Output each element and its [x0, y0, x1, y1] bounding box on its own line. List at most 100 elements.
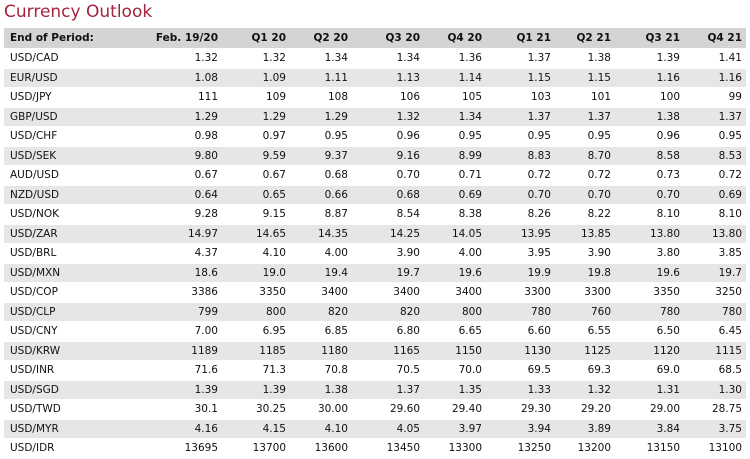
forecast-cell: 1.16 — [615, 68, 684, 88]
forecast-cell: 13700 — [222, 438, 290, 459]
forecast-cell: 1.39 — [150, 380, 222, 400]
forecast-cell: 0.95 — [684, 126, 746, 147]
forecast-cell: 0.64 — [150, 185, 222, 205]
forecast-cell: 109 — [222, 87, 290, 108]
forecast-cell: 13150 — [615, 438, 684, 459]
forecast-cell: 70.5 — [352, 360, 424, 381]
forecast-cell: 6.55 — [555, 321, 615, 342]
forecast-cell: 1.32 — [222, 48, 290, 69]
forecast-cell: 780 — [615, 302, 684, 322]
currency-pair: USD/JPY — [4, 87, 150, 108]
forecast-cell: 8.70 — [555, 146, 615, 166]
forecast-cell: 0.70 — [486, 185, 555, 205]
forecast-cell: 1130 — [486, 341, 555, 361]
forecast-cell: 13100 — [684, 438, 746, 459]
table-row: USD/KRW 1189 1185 1180 1165 1150 1130 1125 1120 1… — [4, 341, 746, 361]
forecast-cell: 780 — [684, 302, 746, 322]
forecast-cell: 3.90 — [352, 243, 424, 264]
currency-pair: USD/CHF — [4, 126, 150, 147]
forecast-cell: 71.6 — [150, 360, 222, 381]
forecast-cell: 69.0 — [615, 360, 684, 381]
forecast-cell: 3.84 — [615, 419, 684, 439]
forecast-cell: 30.1 — [150, 399, 222, 420]
forecast-cell: 1185 — [222, 341, 290, 361]
table-row: USD/MXN 18.6 19.0 19.4 19.7 19.6 19.9 19.8 19.6 1… — [4, 263, 746, 283]
currency-table: End of Period: Feb. 19/20 Q1 20 Q2 20 Q3 20 Q… — [4, 28, 746, 459]
forecast-cell: 6.45 — [684, 321, 746, 342]
forecast-cell: 28.75 — [684, 399, 746, 420]
forecast-cell: 4.00 — [290, 243, 352, 264]
forecast-cell: 0.70 — [615, 185, 684, 205]
table-row: USD/SGD 1.39 1.39 1.38 1.37 1.35 1.33 1.32 1.31 1… — [4, 380, 746, 400]
forecast-cell: 0.72 — [684, 165, 746, 186]
forecast-cell: 1.13 — [352, 68, 424, 88]
forecast-cell: 3300 — [555, 282, 615, 303]
forecast-cell: 9.15 — [222, 204, 290, 225]
currency-pair: USD/CAD — [4, 48, 150, 69]
forecast-cell: 1.31 — [615, 380, 684, 400]
forecast-cell: 3.97 — [424, 419, 486, 439]
forecast-cell: 0.73 — [615, 165, 684, 186]
currency-pair: AUD/USD — [4, 165, 150, 186]
forecast-cell: 30.25 — [222, 399, 290, 420]
table-row: USD/CLP 799 800 820 820 800 780 760 780 780 — [4, 302, 746, 322]
forecast-cell: 19.4 — [290, 263, 352, 283]
column-header: Q3 21 — [615, 28, 684, 49]
forecast-cell: 8.22 — [555, 204, 615, 225]
column-header: End of Period: — [4, 28, 150, 49]
table-body: USD/CAD 1.32 1.32 1.34 1.34 1.36 1.37 1.38 1.39 1… — [4, 48, 746, 459]
forecast-cell: 3400 — [352, 282, 424, 303]
currency-pair: USD/IDR — [4, 438, 150, 459]
forecast-cell: 14.35 — [290, 224, 352, 244]
forecast-cell: 0.69 — [684, 185, 746, 205]
table-row: USD/JPY 111 109 108 106 105 103 101 100 99 — [4, 87, 746, 108]
currency-pair: USD/KRW — [4, 341, 150, 361]
forecast-cell: 1.34 — [290, 48, 352, 69]
forecast-cell: 19.0 — [222, 263, 290, 283]
column-header: Q1 20 — [222, 28, 290, 49]
forecast-cell: 3.90 — [555, 243, 615, 264]
forecast-cell: 8.10 — [615, 204, 684, 225]
forecast-cell: 4.16 — [150, 419, 222, 439]
forecast-cell: 13600 — [290, 438, 352, 459]
forecast-cell: 1.16 — [684, 68, 746, 88]
forecast-cell: 3.80 — [615, 243, 684, 264]
forecast-cell: 820 — [290, 302, 352, 322]
forecast-cell: 3400 — [424, 282, 486, 303]
forecast-cell: 0.65 — [222, 185, 290, 205]
forecast-cell: 1165 — [352, 341, 424, 361]
forecast-cell: 1.34 — [424, 107, 486, 127]
forecast-cell: 30.00 — [290, 399, 352, 420]
table-header: End of Period: Feb. 19/20 Q1 20 Q2 20 Q3 20 Q… — [4, 28, 746, 49]
table-row: NZD/USD 0.64 0.65 0.66 0.68 0.69 0.70 0.70 0.70 0… — [4, 185, 746, 205]
forecast-cell: 9.28 — [150, 204, 222, 225]
forecast-cell: 13250 — [486, 438, 555, 459]
title: Currency Outlook — [4, 2, 153, 22]
table-row: USD/CAD 1.32 1.32 1.34 1.34 1.36 1.37 1.38 1.39 1… — [4, 48, 746, 69]
forecast-cell: 4.00 — [424, 243, 486, 264]
forecast-cell: 9.59 — [222, 146, 290, 166]
forecast-cell: 1.29 — [150, 107, 222, 127]
forecast-cell: 8.10 — [684, 204, 746, 225]
forecast-cell: 19.6 — [424, 263, 486, 283]
forecast-cell: 0.68 — [290, 165, 352, 186]
forecast-cell: 1.09 — [222, 68, 290, 88]
forecast-cell: 1115 — [684, 341, 746, 361]
forecast-cell: 1.38 — [615, 107, 684, 127]
forecast-cell: 0.95 — [486, 126, 555, 147]
forecast-cell: 13300 — [424, 438, 486, 459]
forecast-cell: 6.60 — [486, 321, 555, 342]
forecast-cell: 29.20 — [555, 399, 615, 420]
forecast-cell: 3.85 — [684, 243, 746, 264]
forecast-cell: 0.67 — [150, 165, 222, 186]
forecast-cell: 29.00 — [615, 399, 684, 420]
forecast-cell: 8.53 — [684, 146, 746, 166]
forecast-cell: 6.65 — [424, 321, 486, 342]
currency-pair: USD/MXN — [4, 263, 150, 283]
currency-pair: USD/COP — [4, 282, 150, 303]
forecast-cell: 13.85 — [555, 224, 615, 244]
forecast-cell: 3300 — [486, 282, 555, 303]
forecast-cell: 1180 — [290, 341, 352, 361]
currency-pair: GBP/USD — [4, 107, 150, 127]
forecast-cell: 18.6 — [150, 263, 222, 283]
